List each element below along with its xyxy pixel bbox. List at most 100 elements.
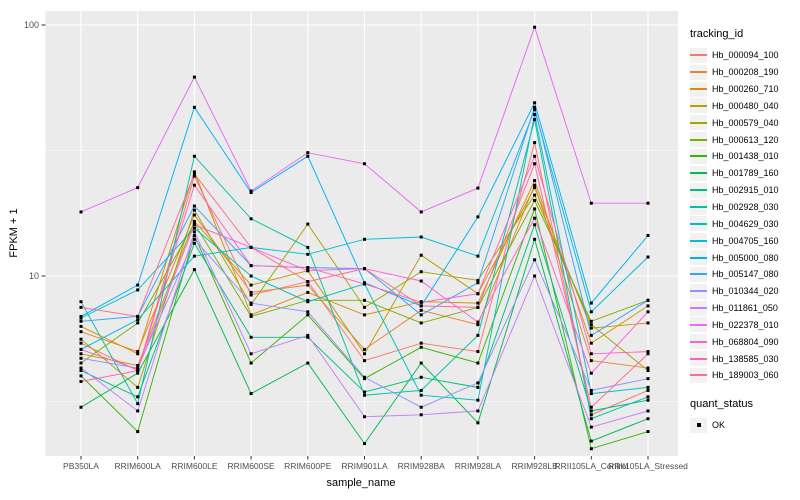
data-point bbox=[136, 409, 140, 413]
data-point bbox=[476, 292, 480, 296]
legend-key bbox=[690, 81, 707, 97]
legend-key bbox=[690, 148, 707, 164]
legend-item: Hb_000613_120 bbox=[690, 131, 800, 148]
x-tick-label: RRIM901LA bbox=[341, 461, 388, 471]
data-point bbox=[476, 254, 480, 258]
data-point bbox=[306, 300, 310, 304]
square-marker-icon bbox=[696, 423, 701, 428]
data-point bbox=[419, 375, 423, 379]
data-point bbox=[192, 105, 196, 109]
legend-key bbox=[690, 317, 707, 333]
data-point bbox=[79, 319, 83, 323]
legend-title-tracking-id: tracking_id bbox=[690, 28, 744, 40]
legend-item: Hb_004705_160 bbox=[690, 232, 800, 249]
x-tick-label: RRII105LA_Stressed bbox=[608, 461, 688, 471]
data-point bbox=[79, 369, 83, 373]
data-point bbox=[476, 320, 480, 324]
data-point bbox=[136, 318, 140, 322]
data-point bbox=[306, 222, 310, 226]
line-swatch-icon bbox=[690, 189, 707, 192]
data-point bbox=[646, 395, 650, 399]
legend-item-label: Hb_002915_010 bbox=[712, 185, 779, 196]
legend-item: Hb_068804_090 bbox=[690, 333, 800, 350]
x-tick-label: RRII105LA_Control bbox=[554, 461, 628, 471]
data-point bbox=[419, 341, 423, 345]
data-point bbox=[533, 162, 537, 166]
data-point bbox=[476, 278, 480, 282]
data-point bbox=[249, 301, 253, 305]
data-point bbox=[79, 300, 83, 304]
data-point bbox=[249, 264, 253, 268]
data-point bbox=[476, 398, 480, 402]
data-point bbox=[306, 269, 310, 273]
data-point bbox=[646, 201, 650, 205]
data-point bbox=[419, 308, 423, 312]
legend-item: Hb_005000_080 bbox=[690, 249, 800, 266]
data-point bbox=[589, 392, 593, 396]
data-point bbox=[363, 237, 366, 241]
data-point bbox=[589, 323, 593, 327]
data-point bbox=[476, 350, 480, 354]
data-point bbox=[646, 388, 650, 392]
legend-item: Hb_000094_100 bbox=[690, 47, 800, 64]
data-point bbox=[476, 323, 480, 327]
legend-item: Hb_002928_030 bbox=[690, 199, 800, 216]
data-point bbox=[192, 219, 196, 223]
panel-background bbox=[45, 11, 678, 456]
legend-key bbox=[690, 165, 707, 181]
legend-key bbox=[690, 199, 707, 215]
data-point bbox=[419, 413, 423, 417]
data-point bbox=[192, 170, 196, 174]
data-point bbox=[192, 254, 196, 258]
line-swatch-icon bbox=[690, 88, 707, 91]
data-point bbox=[646, 352, 650, 356]
legend-item-label: Hb_000579_040 bbox=[712, 117, 779, 128]
data-point bbox=[79, 314, 83, 318]
legend-item-ok: OK bbox=[690, 417, 800, 434]
data-point bbox=[476, 281, 480, 285]
legend-key bbox=[690, 233, 707, 249]
data-point bbox=[476, 409, 480, 413]
data-point bbox=[646, 233, 650, 237]
data-point bbox=[533, 25, 537, 29]
legend-item: Hb_004629_030 bbox=[690, 215, 800, 232]
data-point bbox=[646, 255, 650, 259]
legend-item-label: Hb_000613_120 bbox=[712, 134, 779, 145]
legend-key bbox=[690, 283, 707, 299]
legend-item-label: Hb_000480_040 bbox=[712, 100, 779, 111]
x-axis-title: sample_name bbox=[326, 477, 396, 489]
data-point bbox=[192, 174, 196, 178]
data-point bbox=[646, 409, 650, 413]
data-point bbox=[249, 352, 253, 356]
legend-item-label: Hb_189003_060 bbox=[712, 370, 779, 381]
line-swatch-icon bbox=[690, 155, 707, 158]
data-point bbox=[79, 366, 83, 370]
data-point bbox=[306, 310, 310, 314]
x-tick-label: RRIM600LE bbox=[171, 461, 218, 471]
data-point bbox=[249, 245, 253, 249]
x-tick-label: PB350LA bbox=[63, 461, 99, 471]
data-point bbox=[533, 274, 537, 278]
line-swatch-icon bbox=[690, 54, 707, 57]
legend-item-label: Hb_001438_010 bbox=[712, 151, 779, 162]
legend-item: Hb_022378_010 bbox=[690, 317, 800, 334]
legend-item: Hb_000260_710 bbox=[690, 81, 800, 98]
data-point bbox=[79, 361, 83, 365]
data-point bbox=[419, 279, 423, 283]
legend-key bbox=[690, 64, 707, 80]
data-point bbox=[589, 388, 593, 392]
legend-key bbox=[690, 216, 707, 232]
data-point bbox=[192, 75, 196, 79]
x-tick-label: RRIM928BA bbox=[398, 461, 446, 471]
data-point bbox=[533, 154, 537, 158]
legend-item-label: Hb_000260_710 bbox=[712, 84, 779, 95]
legend-key bbox=[690, 367, 707, 383]
legend-item: Hb_002915_010 bbox=[690, 182, 800, 199]
legend-key bbox=[690, 98, 707, 114]
data-point bbox=[419, 235, 423, 239]
legend-item-label: Hb_138585_030 bbox=[712, 353, 779, 364]
data-point bbox=[79, 316, 83, 320]
data-point bbox=[646, 417, 650, 421]
legend-key bbox=[690, 266, 707, 282]
line-swatch-icon bbox=[690, 256, 707, 259]
